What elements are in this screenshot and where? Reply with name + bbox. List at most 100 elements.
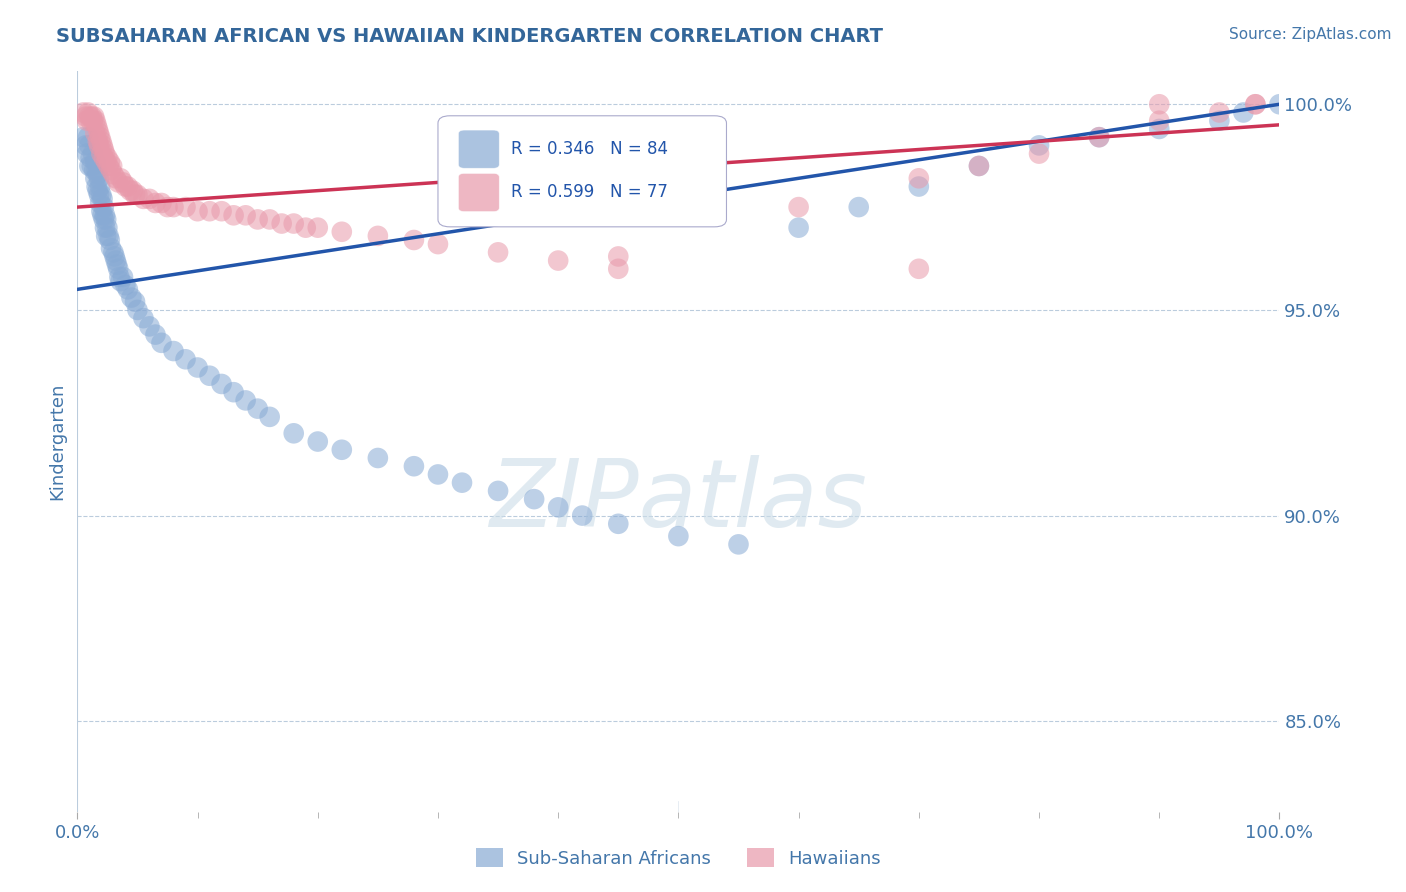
- Point: [571, 508, 593, 523]
- Point: [90, 146, 112, 161]
- Point: [87, 187, 110, 202]
- Point: [98, 233, 121, 247]
- Point: [114, 278, 136, 293]
- Point: [75, 138, 97, 153]
- Point: [89, 179, 111, 194]
- Point: [222, 208, 245, 222]
- Point: [259, 212, 281, 227]
- Point: [145, 196, 167, 211]
- Point: [107, 175, 129, 189]
- Point: [547, 253, 569, 268]
- Point: [124, 294, 146, 309]
- Point: [330, 442, 353, 457]
- Point: [96, 151, 118, 165]
- Point: [111, 270, 134, 285]
- Point: [84, 113, 107, 128]
- Point: [967, 159, 990, 173]
- Point: [848, 200, 870, 214]
- Y-axis label: Kindergarten: Kindergarten: [48, 383, 66, 500]
- Point: [127, 187, 149, 202]
- Point: [117, 179, 139, 194]
- Point: [120, 291, 142, 305]
- Point: [121, 184, 143, 198]
- Point: [98, 154, 121, 169]
- Point: [91, 208, 114, 222]
- Point: [110, 274, 132, 288]
- Point: [235, 208, 257, 222]
- Point: [198, 368, 221, 383]
- Point: [174, 352, 197, 367]
- Point: [186, 204, 209, 219]
- Point: [235, 393, 257, 408]
- Point: [132, 192, 155, 206]
- Point: [156, 200, 179, 214]
- Point: [103, 167, 125, 181]
- Point: [908, 171, 931, 186]
- Point: [104, 249, 127, 263]
- Point: [75, 110, 97, 124]
- Point: [908, 179, 931, 194]
- Point: [1149, 122, 1171, 136]
- Point: [79, 138, 101, 153]
- Point: [1208, 105, 1230, 120]
- Point: [86, 179, 108, 194]
- Point: [211, 204, 233, 219]
- Point: [402, 233, 425, 247]
- Point: [486, 483, 509, 498]
- Point: [402, 459, 425, 474]
- Point: [307, 434, 329, 449]
- Point: [96, 220, 118, 235]
- Point: [97, 228, 120, 243]
- FancyBboxPatch shape: [458, 130, 499, 169]
- Point: [283, 217, 305, 231]
- Point: [367, 450, 389, 465]
- Point: [1232, 105, 1254, 120]
- Point: [259, 409, 281, 424]
- FancyBboxPatch shape: [458, 173, 499, 211]
- Point: [1244, 97, 1267, 112]
- Point: [101, 159, 124, 173]
- Point: [76, 113, 98, 128]
- Point: [96, 154, 118, 169]
- Point: [162, 200, 184, 214]
- Point: [607, 249, 630, 263]
- Point: [83, 110, 105, 124]
- Point: [90, 134, 112, 148]
- Point: [104, 253, 127, 268]
- Point: [94, 146, 117, 161]
- Point: [94, 220, 117, 235]
- Point: [89, 130, 111, 145]
- Point: [150, 196, 173, 211]
- Point: [246, 401, 269, 416]
- Point: [111, 175, 134, 189]
- Point: [97, 159, 120, 173]
- Point: [198, 204, 221, 219]
- Point: [1149, 113, 1171, 128]
- Point: [523, 492, 546, 507]
- Point: [83, 163, 105, 178]
- Point: [87, 122, 110, 136]
- Text: Source: ZipAtlas.com: Source: ZipAtlas.com: [1229, 27, 1392, 42]
- Point: [77, 105, 100, 120]
- Point: [138, 192, 160, 206]
- Point: [427, 467, 450, 482]
- Point: [79, 113, 101, 128]
- Point: [87, 167, 110, 181]
- Point: [84, 171, 107, 186]
- Point: [84, 154, 107, 169]
- Point: [91, 138, 114, 153]
- Point: [79, 110, 101, 124]
- Point: [607, 516, 630, 531]
- Point: [330, 225, 353, 239]
- Text: ZIPatlas: ZIPatlas: [489, 455, 868, 546]
- Point: [93, 143, 115, 157]
- Point: [787, 220, 810, 235]
- Point: [427, 237, 450, 252]
- Point: [79, 159, 101, 173]
- Point: [150, 335, 173, 350]
- Point: [211, 376, 233, 391]
- Point: [72, 105, 94, 120]
- Point: [1208, 113, 1230, 128]
- Point: [727, 537, 749, 551]
- Point: [87, 138, 110, 153]
